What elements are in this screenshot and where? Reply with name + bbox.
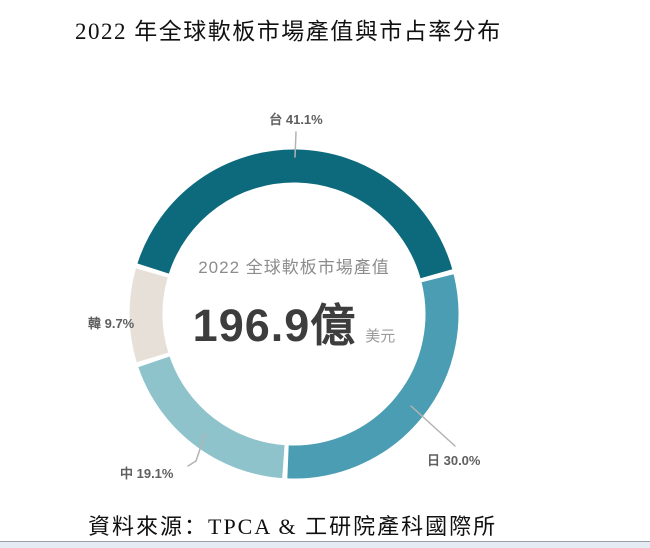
chart-title: 2022 年全球軟板市場產值與市占率分布 bbox=[75, 19, 502, 44]
source-note: 資料來源：TPCA & 工研院產科國際所 bbox=[88, 514, 498, 539]
segment-label-taiwan: 台 41.1% bbox=[269, 112, 323, 127]
donut-segment-japan bbox=[287, 274, 459, 479]
donut-segment-korea bbox=[129, 268, 169, 363]
segment-label-korea: 韓 9.7% bbox=[88, 316, 135, 331]
center-subtitle: 2022 全球軟板市場產值 bbox=[198, 258, 390, 277]
leader-line-japan bbox=[410, 405, 456, 447]
leader-line-taiwan bbox=[294, 131, 297, 158]
segment-label-japan: 日 30.0% bbox=[427, 453, 481, 468]
donut-segment-taiwan bbox=[137, 149, 453, 279]
center-value: 196.9億 bbox=[192, 300, 357, 351]
segment-label-china: 中 19.1% bbox=[120, 466, 174, 481]
donut-center-text: 2022 全球軟板市場產值 196.9億 美元 bbox=[113, 253, 475, 354]
donut-segment-china bbox=[138, 356, 285, 479]
center-unit: 美元 bbox=[365, 328, 396, 345]
leader-line-china bbox=[187, 433, 206, 467]
bottom-edge-strip bbox=[0, 541, 650, 548]
center-value-row: 196.9億 美元 bbox=[113, 289, 475, 354]
